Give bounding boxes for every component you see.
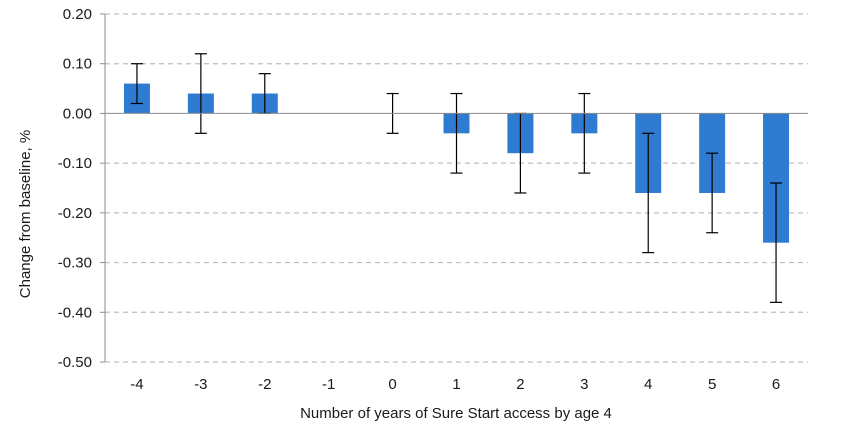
x-tick-label: 6 [772,376,780,393]
error-bar-1 [450,92,463,174]
x-tick-labels: -4 -3 -2 -1 0 1 2 3 4 5 6 [130,376,780,393]
y-tick-label: -0.20 [58,205,92,222]
x-tick-label: 3 [580,376,588,393]
y-tick-label: 0.10 [63,56,92,73]
x-axis-title: Number of years of Sure Start access by … [300,405,612,422]
error-bars [130,53,783,303]
x-tick-label: 4 [644,376,652,393]
x-tick-label: 2 [516,376,524,393]
y-tick-label: 0.00 [63,105,92,122]
y-tick-label: 0.20 [63,6,92,23]
x-tick-label: 0 [388,376,396,393]
y-tick-label: -0.10 [58,155,92,172]
x-tick-label: -1 [322,376,335,393]
error-bar--3 [194,53,207,134]
error-bar--4 [130,63,143,105]
x-tick-label: 1 [452,376,460,393]
y-tick-labels: 0.20 0.10 0.00 -0.10 -0.20 -0.30 -0.40 -0.50 [58,6,92,371]
error-bar-6 [770,182,783,303]
y-tick-label: -0.30 [58,255,92,272]
x-tick-label: -2 [258,376,271,393]
axes [100,13,808,363]
y-axis-title: Change from baseline, % [17,130,34,298]
x-tick-label: 5 [708,376,716,393]
error-bar-4 [642,132,655,254]
error-bar-3 [578,92,591,174]
x-tick-label: -3 [194,376,207,393]
error-bar-5 [706,152,719,234]
x-tick-label: -4 [130,376,143,393]
y-tick-label: -0.40 [58,304,92,321]
y-tick-label: -0.50 [58,354,92,371]
